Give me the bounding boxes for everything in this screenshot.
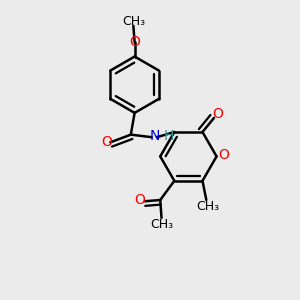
Text: H: H xyxy=(163,129,174,143)
Text: CH₃: CH₃ xyxy=(150,218,173,231)
Text: CH₃: CH₃ xyxy=(196,200,219,213)
Text: O: O xyxy=(134,193,145,207)
Text: O: O xyxy=(212,107,223,121)
Text: O: O xyxy=(218,148,229,162)
Text: O: O xyxy=(101,135,112,149)
Text: CH₃: CH₃ xyxy=(122,16,145,28)
Text: O: O xyxy=(129,35,140,50)
Text: N: N xyxy=(149,129,160,143)
